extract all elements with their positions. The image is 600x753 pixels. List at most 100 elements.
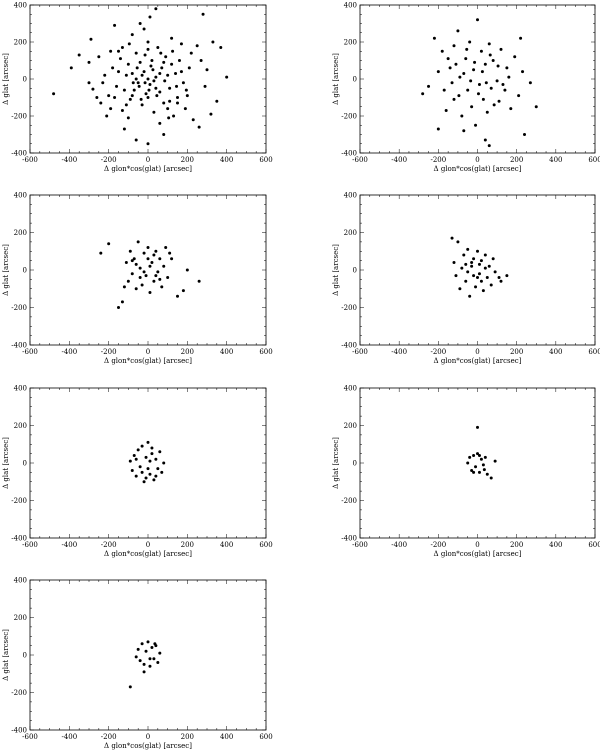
data-point — [460, 266, 464, 270]
data-point — [158, 277, 162, 281]
data-point — [128, 459, 132, 463]
data-point — [187, 66, 191, 70]
x-tick-label: 200 — [181, 156, 194, 164]
data-point — [176, 294, 179, 298]
data-point — [497, 276, 501, 279]
data-point — [209, 112, 213, 116]
data-point — [528, 81, 532, 85]
x-tick-label: -600 — [22, 541, 38, 549]
data-point — [154, 457, 158, 461]
y-tick-label: 400 — [14, 192, 27, 200]
data-point — [492, 103, 496, 107]
plot-frame — [359, 4, 596, 154]
data-point — [462, 253, 466, 257]
x-tick-label: -600 — [22, 348, 38, 356]
data-point — [483, 253, 487, 257]
x-tick-label: -200 — [101, 541, 117, 549]
x-tick-label: 600 — [259, 541, 272, 549]
data-point — [167, 116, 171, 120]
data-point — [174, 71, 178, 75]
data-point — [201, 12, 205, 16]
data-point — [138, 659, 142, 663]
data-point — [99, 251, 103, 255]
data-point — [130, 33, 134, 37]
data-point — [479, 259, 483, 263]
x-tick-label: -200 — [430, 156, 446, 164]
data-point — [154, 274, 158, 278]
data-point — [491, 257, 495, 261]
y-tick-label: 0 — [23, 267, 27, 275]
x-tick-label: -200 — [101, 348, 117, 356]
y-tick-label: 0 — [23, 652, 27, 660]
y-tick-label: -400 — [11, 535, 27, 543]
data-point — [105, 114, 109, 118]
data-point — [152, 253, 156, 257]
data-point — [146, 246, 150, 249]
data-point — [493, 270, 497, 274]
data-point — [458, 75, 462, 79]
data-point — [197, 279, 201, 283]
data-point — [124, 73, 128, 77]
data-point — [452, 97, 456, 101]
data-point — [148, 657, 152, 661]
x-tick-label: 400 — [549, 156, 562, 164]
data-point — [450, 236, 454, 240]
data-point — [134, 51, 138, 55]
x-tick-label: -200 — [430, 541, 446, 549]
data-point — [452, 44, 456, 48]
data-point — [162, 60, 166, 64]
data-point — [160, 470, 164, 474]
data-point — [144, 476, 148, 480]
data-point — [476, 92, 480, 96]
data-point — [168, 99, 172, 103]
data-point — [491, 59, 495, 62]
data-point — [452, 261, 456, 264]
data-point — [97, 55, 101, 59]
data-point — [134, 77, 138, 81]
data-point — [521, 70, 525, 74]
data-point — [477, 470, 481, 474]
y-tick-label: 200 — [14, 229, 27, 237]
data-point — [134, 655, 138, 659]
plot-frame — [359, 387, 596, 539]
data-point — [130, 94, 134, 98]
data-point — [162, 133, 166, 136]
data-point — [457, 94, 461, 98]
data-point — [154, 249, 158, 253]
data-point — [477, 454, 481, 457]
data-point — [162, 101, 166, 105]
data-point — [479, 457, 483, 461]
x-tick-label: -200 — [101, 733, 117, 741]
data-point — [148, 664, 152, 668]
data-point — [205, 68, 209, 72]
data-point — [152, 657, 156, 661]
data-point — [444, 108, 448, 112]
data-point — [156, 467, 160, 471]
data-point — [132, 454, 136, 457]
data-point — [150, 261, 154, 264]
data-point — [489, 476, 493, 480]
data-point — [446, 57, 450, 61]
data-point — [103, 73, 107, 77]
data-point — [146, 640, 150, 644]
x-tick-label: 600 — [259, 348, 272, 356]
data-point — [466, 88, 470, 92]
x-tick-label: 0 — [146, 348, 150, 356]
data-point — [225, 75, 229, 79]
data-point — [158, 71, 162, 75]
data-point — [134, 457, 138, 461]
data-point — [107, 94, 111, 98]
data-point — [154, 7, 158, 11]
data-point — [150, 446, 154, 450]
data-point — [507, 75, 511, 79]
x-tick-label: 600 — [259, 733, 272, 741]
x-tick-label: 200 — [510, 156, 523, 164]
data-point — [442, 88, 446, 92]
data-point — [148, 459, 152, 463]
data-point — [149, 64, 153, 68]
data-point — [465, 47, 469, 51]
data-point — [466, 270, 470, 274]
